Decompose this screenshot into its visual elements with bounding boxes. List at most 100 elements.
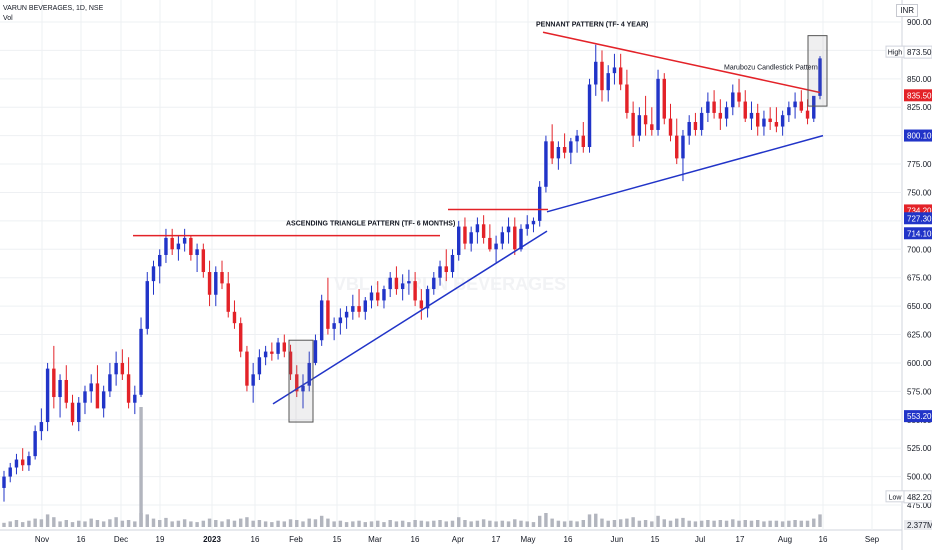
candle-body [77, 402, 81, 423]
volume-bar [376, 520, 380, 527]
volume-bar [83, 521, 87, 527]
volume-bar [394, 521, 399, 527]
x-tick-label: Jun [611, 535, 624, 544]
volume-bar [357, 520, 361, 527]
volume-bar [513, 519, 517, 527]
volume-bar [762, 521, 766, 527]
candle [681, 129, 685, 182]
candle-body [83, 391, 87, 403]
candle [444, 249, 448, 282]
candle-body [394, 277, 399, 290]
candle [475, 217, 480, 244]
volume-bar [257, 520, 262, 527]
candle-body [743, 101, 747, 119]
volume-bar [45, 514, 50, 527]
volume-bar [245, 517, 249, 527]
candle-body [575, 135, 579, 142]
price-badge-last: 835.50 [904, 89, 932, 102]
price-badge-level: 800.10 [904, 129, 932, 142]
candle-body [569, 141, 573, 153]
candle [587, 78, 592, 153]
volume-bar [500, 520, 505, 527]
y-tick-label: 900.00 [907, 18, 932, 27]
volume-bar [743, 520, 747, 527]
volume-bar [463, 520, 467, 527]
volume-bar [706, 520, 710, 527]
volume-bar [214, 520, 218, 527]
currency-label[interactable]: INR [896, 4, 918, 17]
candle [594, 44, 598, 96]
candle [562, 133, 567, 159]
price-badge-level: 727.30 [904, 212, 932, 225]
candle [394, 266, 399, 295]
candle [207, 260, 212, 307]
chart-header: VARUN BEVERAGES, 1D, NSE Vol [3, 4, 103, 24]
candle-body [288, 351, 293, 375]
volume-bar [27, 520, 31, 527]
watermark-text: VBL · VARUN BEVERAGES [334, 274, 566, 294]
volume-bar [637, 520, 642, 527]
candle [77, 397, 81, 432]
candle-body [164, 237, 168, 255]
volume-bar [699, 520, 704, 527]
y-tick-label: 575.00 [907, 387, 932, 396]
volume-bar [475, 520, 480, 527]
volume-bar [170, 521, 174, 527]
candle [307, 351, 311, 392]
y-tick-label: 850.00 [907, 75, 932, 84]
candle-body [432, 277, 436, 290]
candle [600, 50, 604, 102]
candle [662, 73, 666, 125]
candle-body [812, 95, 816, 119]
candle-body [556, 147, 561, 159]
candle [83, 385, 87, 415]
volume-bar [737, 520, 741, 527]
volume-bar [731, 519, 735, 527]
candle [226, 272, 230, 318]
volume-bar [20, 522, 25, 527]
candle [438, 260, 442, 286]
candle-body [606, 73, 610, 91]
volume-bar [195, 522, 199, 527]
candle-body [762, 118, 766, 127]
candle [251, 362, 255, 403]
candle-body [637, 115, 642, 136]
candle [675, 118, 679, 165]
volume-bar [400, 520, 405, 527]
x-tick-label: 16 [251, 535, 260, 544]
volume-bar [52, 517, 56, 527]
candle-body [114, 362, 118, 375]
candle-body [139, 328, 143, 395]
trendlines [133, 31, 824, 405]
volume-bar [681, 517, 685, 527]
candle [762, 110, 766, 136]
candle [668, 103, 673, 142]
candle [699, 107, 704, 136]
volume-bar [363, 522, 367, 527]
candle-body [95, 383, 100, 409]
candle [263, 345, 268, 366]
candle-body [170, 237, 174, 250]
candle-body [133, 394, 137, 403]
candle [556, 141, 561, 170]
candle-body [70, 402, 75, 423]
candle [344, 306, 349, 329]
volume-bar [712, 520, 716, 527]
y-tick-label: 625.00 [907, 331, 932, 340]
candle [295, 365, 299, 398]
volume-bar [587, 514, 592, 527]
symbol-line: VARUN BEVERAGES, 1D, NSE [3, 5, 104, 12]
price-badge-tag-label: Low [889, 494, 903, 501]
candle [650, 107, 654, 136]
candle [432, 272, 436, 295]
candle [2, 470, 6, 502]
candle-body [39, 422, 44, 432]
candle [625, 69, 629, 119]
volume-bar [158, 520, 162, 527]
price-badge-high: High 873.50 [885, 45, 932, 59]
volume-value-label: 2.377M [907, 521, 932, 530]
candle [687, 115, 691, 145]
candle-body [488, 237, 492, 250]
candle-body [656, 78, 660, 130]
